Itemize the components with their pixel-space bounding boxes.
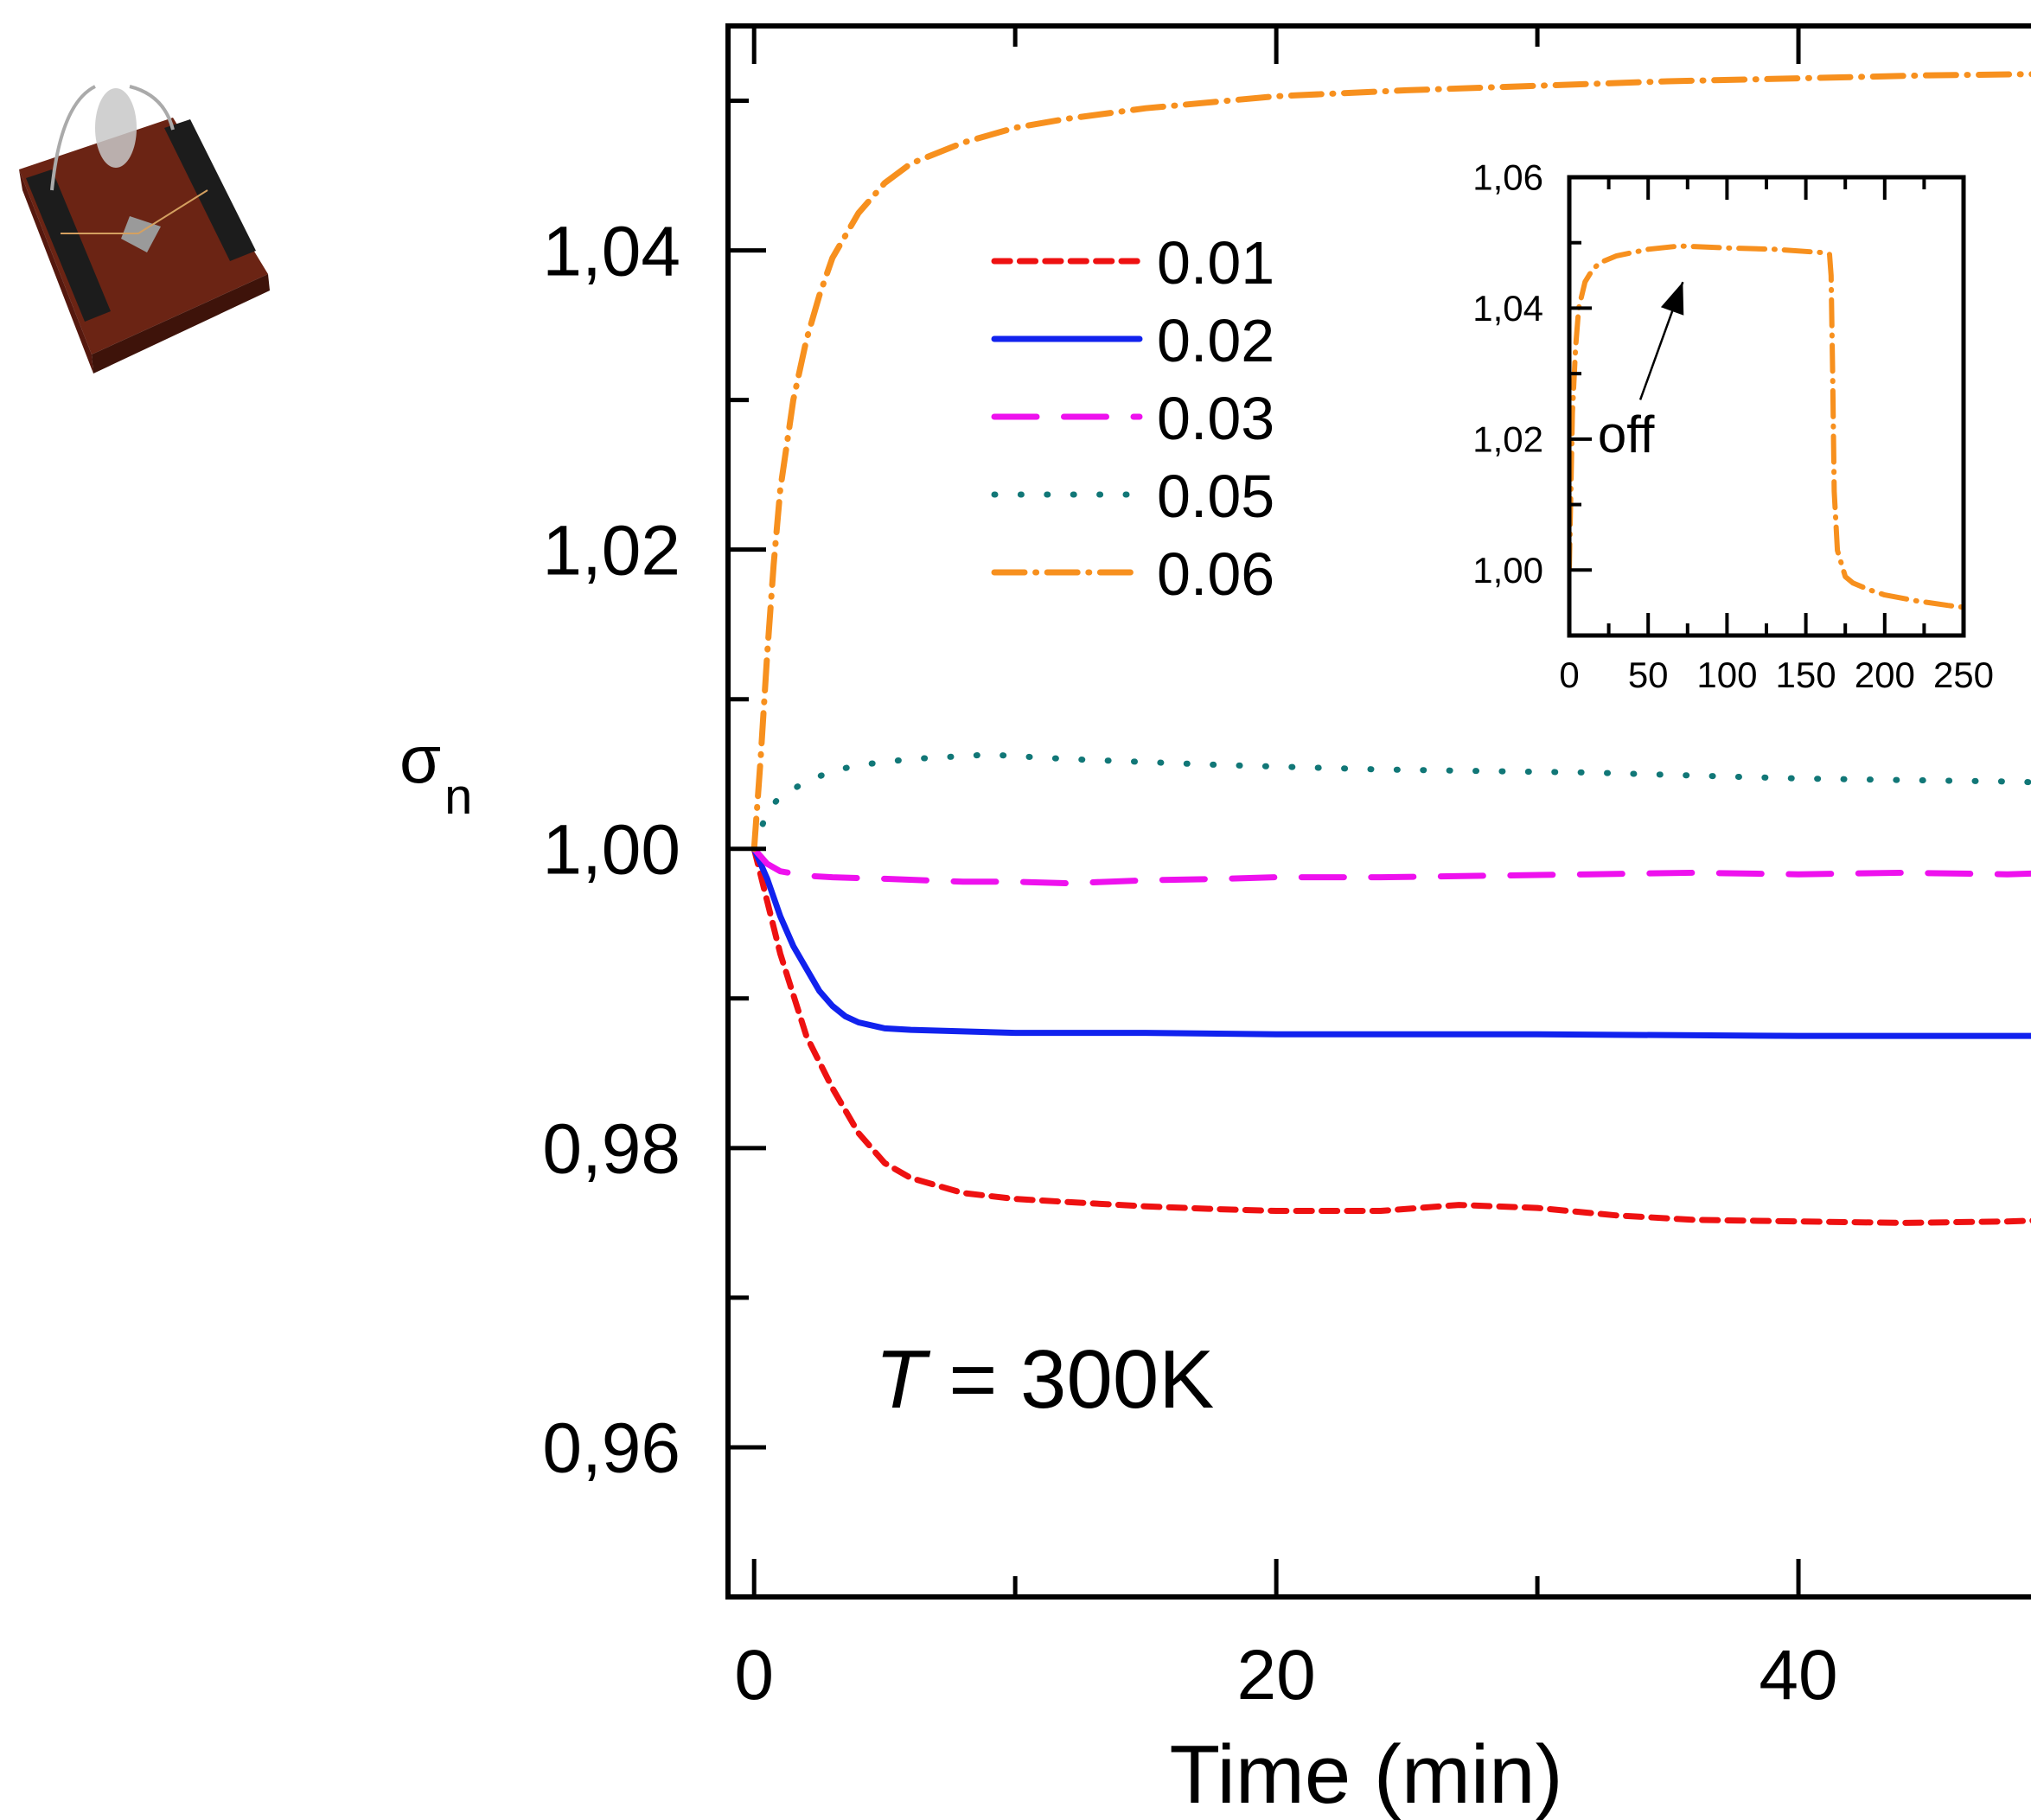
legend-label-0.06: 0.06 xyxy=(1157,540,1274,608)
series-line-0.06 xyxy=(1569,243,1964,610)
legend-label-0.01: 0.01 xyxy=(1157,229,1274,297)
series-line-0.06 xyxy=(750,71,2031,853)
y-tick-label: 1,00 xyxy=(1472,550,1543,591)
x-tick-label: 100 xyxy=(1696,655,1757,695)
x-axis-label: Time (min) xyxy=(1169,1728,1562,1820)
x-tick-label: 40 xyxy=(1759,1636,1837,1715)
series-group xyxy=(1569,243,1964,610)
series-group xyxy=(750,71,2031,1226)
legend-label-0.02: 0.02 xyxy=(1157,307,1274,374)
y-tick-label: 1,06 xyxy=(1472,157,1543,198)
y-tick-label: 1,04 xyxy=(542,212,680,291)
x-tick-label: 0 xyxy=(734,1636,774,1715)
thumbnail-sample-holder xyxy=(19,85,270,374)
temperature-symbol: T xyxy=(875,1333,931,1426)
main-chart: 0 20 40 0,96 0,98 1,00 1,02 1,04 Time (min) σn T =… xyxy=(399,23,2031,1820)
y-tick-label: 0,96 xyxy=(542,1409,680,1488)
x-tick-label: 200 xyxy=(1855,655,1915,695)
series-line-0.03 xyxy=(750,846,2031,887)
inset-chart: 0 50 100 150 200 250 1,00 1,02 1,04 1,06 off xyxy=(1472,157,1994,695)
x-tick-label: 20 xyxy=(1237,1636,1316,1715)
series-line-0.02 xyxy=(750,846,2031,1039)
series-line-0.01 xyxy=(750,846,2031,1226)
y-tick-label: 0,98 xyxy=(542,1110,680,1189)
legend-label-0.05: 0.05 xyxy=(1157,463,1274,530)
x-tick-label: 250 xyxy=(1933,655,1994,695)
legend: 0.01 0.02 0.03 0.05 0.06 xyxy=(991,229,1274,608)
off-annotation: off xyxy=(1598,406,1655,463)
legend-label-0.03: 0.03 xyxy=(1157,385,1274,452)
y-tick-label: 1,02 xyxy=(542,511,680,590)
y-axis-label-sub: n xyxy=(444,769,472,825)
series-line-0.05 xyxy=(750,751,2031,853)
temperature-value: = 300K xyxy=(926,1333,1215,1426)
y-tick-label: 1,00 xyxy=(542,810,680,889)
y-axis-label-main: σ xyxy=(399,721,441,797)
off-arrow-head xyxy=(1660,282,1684,316)
plot-frame xyxy=(725,23,2031,1600)
x-tick-label: 0 xyxy=(1559,655,1579,695)
y-axis-label: σn xyxy=(399,721,472,825)
y-tick-label: 1,04 xyxy=(1472,288,1543,329)
x-tick-label: 150 xyxy=(1776,655,1836,695)
y-tick-label: 1,02 xyxy=(1472,419,1543,460)
x-tick-label: 50 xyxy=(1628,655,1669,695)
temperature-annotation: T = 300K xyxy=(875,1333,1214,1426)
